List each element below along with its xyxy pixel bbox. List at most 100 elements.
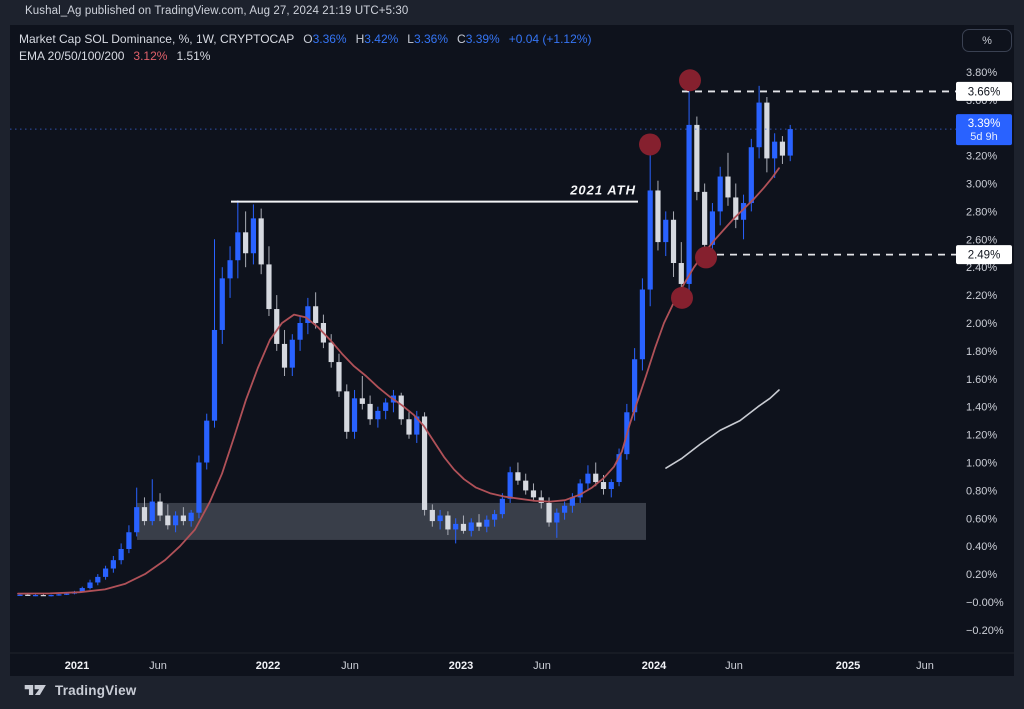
candle-body [196,462,202,513]
candle-body [173,515,179,526]
candle-body [305,306,311,323]
candle-body [562,505,568,513]
marker-circle[interactable] [695,246,717,269]
candle-body [585,473,591,484]
candle-body [126,532,132,549]
candle-body [165,515,171,526]
candle-body [593,473,599,483]
ema-fast-line [17,167,780,595]
candle-body [491,514,498,520]
candle-body [297,323,303,340]
price-level-label [956,245,1012,265]
candle-body [725,176,731,198]
candle-body [421,416,428,510]
ath-annotation-text: 2021 ATH [569,183,636,198]
candle-body [351,398,358,432]
current-price-label [956,114,1012,146]
candle-body [227,260,233,279]
candle-body [79,588,85,592]
price-scale-tick: 0.40% [966,541,997,553]
candle-body [632,359,638,413]
candle-body [507,472,513,499]
tradingview-brand-text[interactable]: TradingView [55,682,137,698]
ohlc-high: H3.42% [355,32,399,46]
price-scale-unit-button[interactable]: % [962,29,1012,52]
candle-body [328,342,334,363]
candle-body [678,263,684,284]
candle-body [608,482,614,490]
footer: TradingView [24,682,136,698]
candle-body [655,190,661,243]
candle-body [17,594,23,596]
candle-body [476,522,482,527]
change-value: +0.04 (+1.12%) [508,32,592,46]
candle-body [266,264,272,310]
candle-body [772,141,778,159]
bar-countdown-text: 5d 9h [970,131,998,143]
chart-pane: 2021 ATH3.80%3.60%3.40%3.20%3.00%2.80%2.… [10,25,1014,676]
candle-body [32,595,39,597]
ema-red-value: 3.12% [133,49,168,63]
marker-circle[interactable] [679,69,701,92]
price-scale-tick: −0.20% [966,625,1004,637]
candle-body [709,211,716,245]
candle-body [414,416,420,435]
time-scale-tick: 2021 [65,660,89,672]
candle-body [554,512,560,523]
candle-body [670,219,677,264]
candle-body [647,190,653,290]
marker-circle[interactable] [671,286,693,309]
candle-body [523,480,529,491]
candle-body [546,502,552,523]
price-scale-tick: −0.00% [966,597,1004,609]
price-scale-tick: 2.40% [966,262,997,274]
candle-body [686,124,692,284]
candle-body [281,343,288,368]
time-scale-tick: 2022 [256,660,280,672]
candle-body [110,560,116,569]
candle-body [484,519,490,527]
candle-body [149,501,155,522]
candle-body [313,306,319,323]
candle-body [787,129,793,156]
price-scale-tick: 2.20% [966,290,997,302]
time-scale-tick: 2024 [642,660,667,672]
price-scale-tick: 1.60% [966,374,997,386]
price-scale-tick: 1.00% [966,458,997,470]
current-price-label-text: 3.39% [968,118,1001,130]
candle-body [437,515,443,522]
price-scale-tick: 0.20% [966,569,997,581]
candle-body [367,403,373,420]
ema-indicator-label: EMA 20/50/100/200 [19,49,125,63]
time-scale-tick: 2025 [836,660,860,672]
candle-body [600,482,607,490]
ema-white-value: 1.51% [176,49,211,63]
candle-body [740,203,747,220]
candle-body [779,141,786,156]
candle-body [235,232,241,261]
candle-body [663,219,669,243]
marker-circle[interactable] [639,133,661,156]
ohlc-close: C3.39% [457,32,500,46]
candle-body [188,512,194,522]
candle-body [211,329,218,421]
time-scale-tick: Jun [916,660,934,672]
chart-canvas[interactable]: 2021 ATH3.80%3.60%3.40%3.20%3.00%2.80%2.… [10,25,1014,676]
candle-body [538,497,544,503]
candle-body [102,568,109,577]
time-scale-tick: Jun [725,660,743,672]
candle-body [95,576,101,583]
price-level-label-text: 2.49% [968,250,1001,262]
time-scale-tick: Jun [341,660,359,672]
candle-body [204,420,210,463]
price-scale-tick: 2.60% [966,234,997,246]
candle-body [141,507,148,522]
candle-body [748,147,754,204]
candle-body [694,124,700,192]
candle-body [375,410,381,420]
candle-body [453,523,459,530]
tradingview-logo-icon[interactable] [24,682,48,698]
candle-body [40,595,46,597]
candle-body [359,398,365,404]
publish-attribution: Kushal_Ag published on TradingView.com, … [25,5,409,17]
